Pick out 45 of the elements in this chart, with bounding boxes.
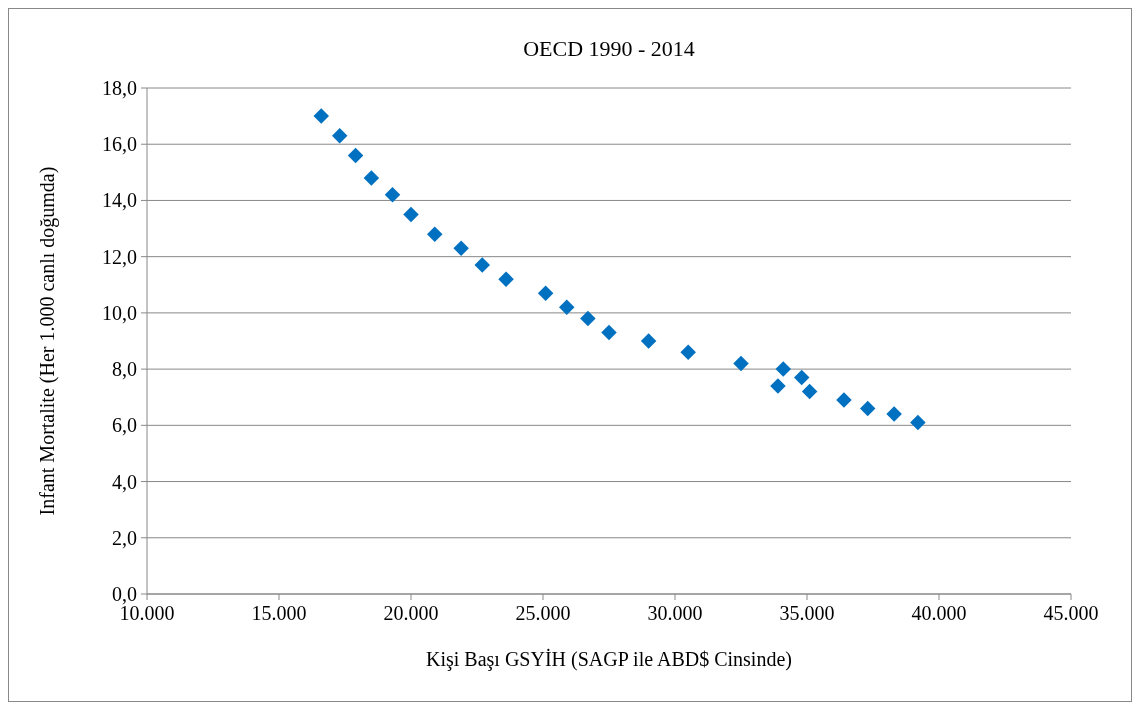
point [453,240,469,256]
point [559,299,575,316]
y-tick-label: 18,0 [102,77,137,99]
y-axis-title: Infant Mortalite (Her 1.000 canlı doğumda) [36,166,59,516]
x-tick-label: 25.000 [515,602,571,624]
point [680,344,696,360]
point [363,170,380,186]
point [474,257,491,273]
point [775,361,791,377]
point [801,383,818,400]
y-tick-label: 2,0 [112,526,137,549]
point [910,414,926,431]
x-tick-label: 20.000 [383,602,439,624]
y-tick-label: 16,0 [102,133,137,156]
x-tick-label: 15.000 [251,602,307,624]
point [384,187,401,203]
point [886,406,902,422]
point [793,369,810,386]
y-tick-label: 0,0 [112,583,137,605]
point [770,378,786,394]
point [403,206,419,223]
point [313,108,329,124]
point [580,310,596,327]
y-tick-label: 8,0 [112,358,137,381]
y-tick-label: 14,0 [102,189,137,212]
chart-title: OECD 1990 - 2014 [523,36,695,61]
point [836,392,852,408]
point [733,355,749,372]
x-tick-label: 40.000 [911,602,967,624]
point [427,226,443,242]
x-tick-label: 35.000 [779,602,835,624]
point [537,285,554,301]
point [331,128,348,144]
point [498,271,514,287]
x-tick-label: 45.000 [1043,602,1099,624]
point [347,147,364,164]
point [640,333,657,349]
y-tick-label: 12,0 [102,245,137,268]
y-tick-label: 6,0 [112,414,137,437]
y-tick-label: 4,0 [112,470,137,493]
point [601,324,617,341]
x-tick-label: 30.000 [647,602,703,624]
point [859,400,876,417]
y-tick-label: 10,0 [102,301,137,324]
x-axis-title: Kişi Başı GSYİH (SAGP ile ABD$ Cinsinde) [426,648,792,671]
